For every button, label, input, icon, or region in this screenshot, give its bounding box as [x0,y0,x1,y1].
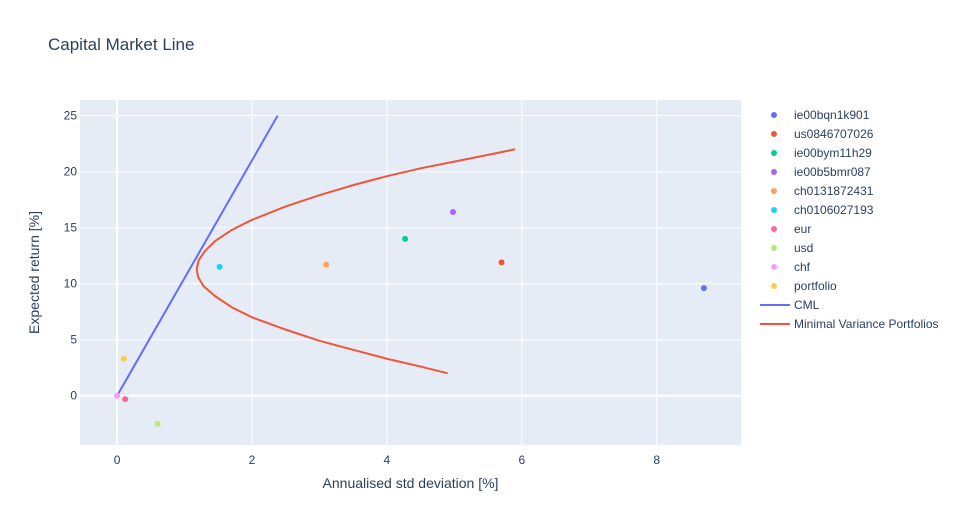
legend-label: ie00bym11h29 [794,146,872,160]
grid-lines [80,100,741,445]
legend-label: usd [794,241,813,255]
legend-marker [771,264,777,270]
data-point [498,259,505,266]
legend-label: ie00bqn1k901 [794,108,870,122]
y-axis-title: Expected return [%] [26,211,42,334]
legend-marker [771,131,777,137]
data-point [114,392,121,399]
legend-marker [771,207,777,213]
x-tick-label: 4 [384,453,391,467]
legend-label: ch0106027193 [794,203,874,217]
data-point [402,235,409,242]
y-tick-label: 10 [64,277,78,291]
data-point [120,355,127,362]
x-tick-label: 6 [518,453,525,467]
x-tick-label: 8 [653,453,660,467]
tick-labels: 0 2 4 6 8 0 5 10 15 20 25 [64,109,661,467]
data-point [122,396,129,403]
x-axis-title: Annualised std deviation [%] [323,475,499,491]
legend-label: ie00b5bmr087 [794,165,871,179]
data-point [449,209,456,216]
y-tick-label: 5 [70,333,77,347]
y-tick-label: 15 [64,221,78,235]
legend-marker [771,283,777,289]
chart-title: Capital Market Line [48,35,194,54]
legend-marker [771,226,777,232]
y-tick-label: 25 [64,109,78,123]
legend-marker [771,245,777,251]
legend-label: CML [794,298,820,312]
data-point [216,263,223,270]
y-tick-label: 20 [64,165,78,179]
legend-marker [771,169,777,175]
legend-marker [771,112,777,118]
legend-label: ch0131872431 [794,184,874,198]
legend-label: chf [794,260,811,274]
x-tick-label: 2 [249,453,256,467]
legend-label: us0846707026 [794,127,874,141]
data-point [700,285,707,292]
legend-label: portfolio [794,279,837,293]
traces [114,115,707,427]
data-point [154,420,161,427]
series-line [116,115,279,397]
y-tick-label: 0 [70,389,77,403]
series-line [195,148,516,375]
legend-marker [771,150,777,156]
legend-marker [771,188,777,194]
legend: ie00bqn1k901 us0846707026 ie00bym11h29 ie00… [760,108,939,331]
data-point [323,261,330,268]
plot-area [80,100,741,445]
legend-label: eur [794,222,811,236]
legend-label: Minimal Variance Portfolios [794,317,939,331]
x-tick-label: 0 [114,453,121,467]
